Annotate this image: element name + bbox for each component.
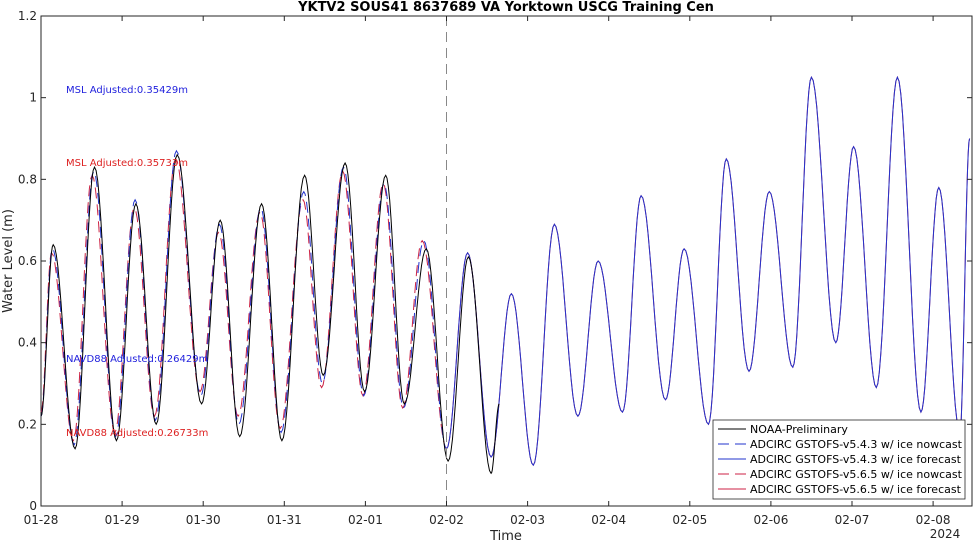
y-tick-label: 0.4 [18,336,37,350]
series-layer [40,75,971,475]
legend-box [712,419,966,500]
x-tick-label: 02-03 [510,513,545,527]
y-axis-label: Water Level (m) [1,209,16,313]
legend-label-v565-nowcast: ADCIRC GSTOFS-v5.6.5 w/ ice nowcast [750,468,963,481]
x-tick-label: 02-02 [429,513,464,527]
x-tick-label: 02-04 [591,513,626,527]
y-axis: 0 0.2 0.4 0.6 0.8 1 1.2 [18,9,972,513]
x-tick-label: 02-01 [348,513,383,527]
y-tick-label: 0.8 [18,172,37,186]
x-tick-label: 01-31 [267,513,302,527]
series-line-3 [40,157,447,450]
y-tick-label: 0.2 [18,417,37,431]
x-axis: 01-28 01-29 01-30 01-31 02-01 02-02 02-03 02-04… [24,16,951,527]
x-tick-label: 02-06 [753,513,788,527]
series-line-0 [40,153,500,475]
y-tick-label: 0 [29,499,37,513]
annotation-navd88-v565: NAVD88 Adjusted:0.26733m [66,428,208,439]
series-line-2 [446,75,971,467]
y-tick-label: 0.6 [18,254,37,268]
legend-label-noaa: NOAA-Preliminary [750,423,848,436]
series-line-1 [40,149,447,450]
x-tick-label: 02-08 [916,513,951,527]
y-tick-label: 1.2 [18,9,37,23]
x-tick-label: 01-29 [105,513,140,527]
legend-label-v565-forecast: ADCIRC GSTOFS-v5.6.5 w/ ice forecast [750,483,962,496]
chart-title: YKTV2 SOUS41 8637689 VA Yorktown USCG Tr… [297,0,714,15]
annotation-navd88-v543: NAVD88 Adjusted:0.26429m [66,354,208,365]
annotation-msl-v543: MSL Adjusted:0.35429m [66,85,188,96]
x-tick-label: 02-07 [835,513,870,527]
annotation-msl-v565: MSL Adjusted:0.35733m [66,158,188,169]
x-tick-label: 01-28 [24,513,59,527]
y-tick-label: 1 [29,91,37,105]
legend-label-v543-nowcast: ADCIRC GSTOFS-v5.4.3 w/ ice nowcast [750,438,963,451]
legend: NOAA-Preliminary ADCIRC GSTOFS-v5.4.3 w/… [712,419,966,500]
x-tick-label: 02-05 [672,513,707,527]
x-year-label: 2024 [930,527,961,541]
x-tick-label: 01-30 [186,513,221,527]
legend-label-v543-forecast: ADCIRC GSTOFS-v5.4.3 w/ ice forecast [750,453,962,466]
x-axis-label: Time [489,529,522,541]
